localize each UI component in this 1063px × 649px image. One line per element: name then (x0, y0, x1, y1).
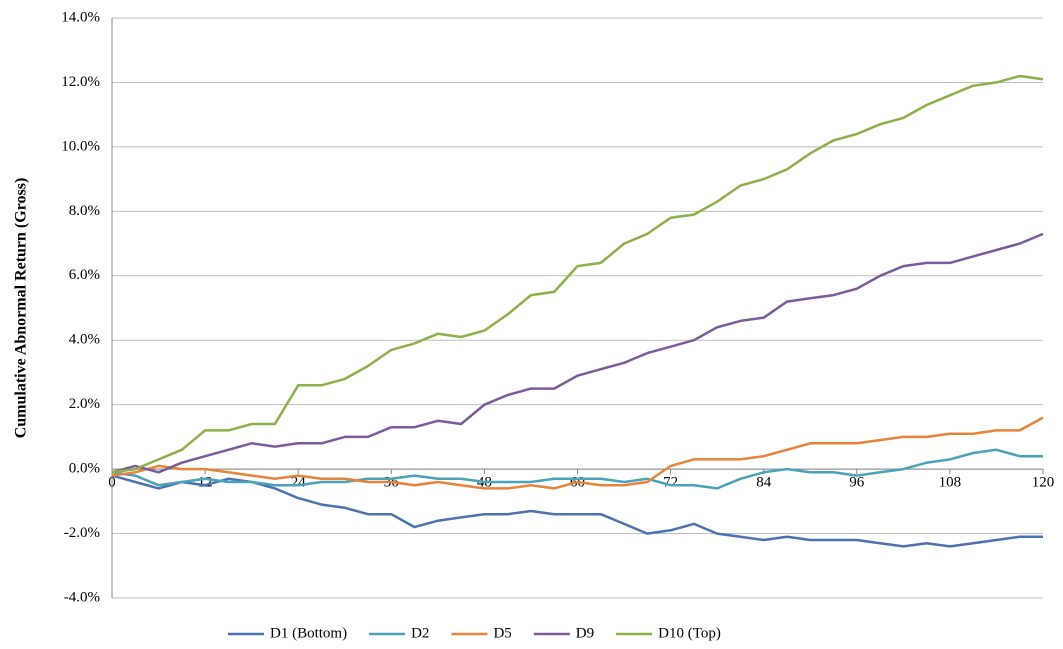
y-tick-label: 6.0% (69, 267, 100, 283)
x-tick-label: 96 (849, 475, 865, 491)
x-tick-label: 24 (291, 475, 307, 491)
x-tick-label: 0 (108, 475, 116, 491)
legend-label: D10 (Top) (658, 625, 721, 641)
series-line (111, 74, 1044, 474)
legend-label: D1 (Bottom) (270, 625, 347, 641)
x-tick-label: 108 (939, 475, 962, 491)
y-tick-label: 8.0% (69, 203, 100, 219)
y-tick-label: 2.0% (69, 396, 100, 412)
series-line (111, 232, 1044, 474)
series-line (111, 474, 1043, 548)
y-tick-label: -2.0% (64, 525, 100, 541)
y-tick-label: 14.0% (61, 9, 100, 25)
y-tick-label: 12.0% (61, 74, 100, 90)
y-tick-label: 10.0% (61, 138, 100, 154)
x-tick-label: 120 (1032, 475, 1055, 491)
y-axis-title: Cumulative Abnormal Return (Gross) (13, 178, 30, 439)
y-tick-label: 0.0% (69, 461, 100, 477)
legend-label: D2 (411, 625, 429, 641)
x-tick-label: 84 (756, 475, 772, 491)
legend-label: D5 (493, 625, 511, 641)
y-tick-label: 4.0% (69, 332, 100, 348)
series-line (111, 448, 1043, 490)
x-tick-label: 72 (663, 475, 678, 491)
legend-label: D9 (576, 625, 594, 641)
series-line (111, 416, 1044, 490)
y-tick-label: -4.0% (64, 589, 100, 605)
